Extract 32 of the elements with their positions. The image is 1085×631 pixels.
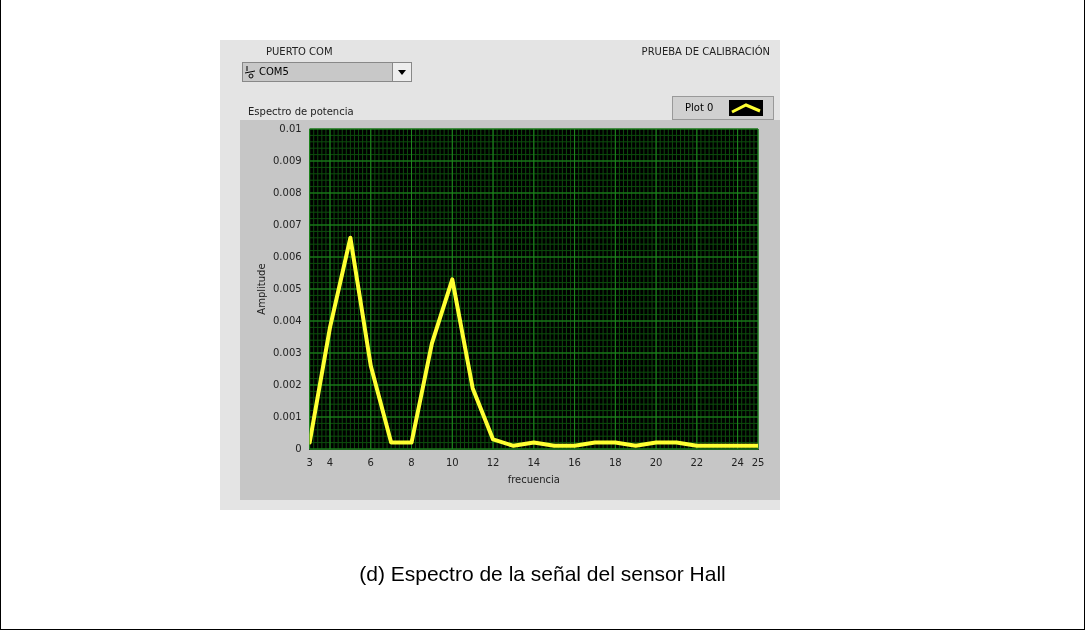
x-tick-label: 18 (608, 456, 622, 468)
y-tick-label: 0.008 (272, 186, 302, 198)
x-tick-label: 3 (306, 456, 313, 468)
y-tick-label: 0.002 (272, 378, 302, 390)
text: PRUEBA DE CALIBRACIÓN (641, 46, 770, 57)
y-tick-label: 0.004 (272, 314, 302, 326)
text: (d) Espectro de la señal del sensor Hall (358, 562, 727, 586)
x-tick-label: 6 (367, 456, 374, 468)
x-tick-label: 25 (751, 456, 765, 468)
y-tick-label: 0.01 (279, 122, 302, 134)
x-tick-label: 14 (527, 456, 541, 468)
x-tick-label: 12 (486, 456, 500, 468)
x-tick-label: 24 (731, 456, 744, 468)
chart-title: Espectro de potencia (248, 106, 354, 117)
y-tick-label: 0.009 (272, 154, 302, 166)
x-tick-label: 4 (326, 456, 334, 468)
y-tick-label: 0.005 (272, 282, 302, 294)
y-tick-label: 0 (295, 442, 302, 454)
text: PUERTO COM (266, 46, 333, 57)
x-tick-label: 8 (408, 456, 415, 468)
x-axis-title: frecuencia (507, 473, 560, 485)
x-tick-label: 10 (445, 456, 459, 468)
y-axis-title: Amplitude (255, 263, 267, 315)
x-tick-label: 16 (568, 456, 581, 468)
x-tick-label: 22 (690, 456, 704, 468)
x-tick-label: 20 (649, 456, 663, 468)
dropdown-field: COM5 (242, 62, 412, 82)
y-tick-label: 0.003 (272, 346, 302, 358)
y-tick-label: 0.001 (272, 410, 302, 422)
y-tick-label: 0.006 (272, 250, 302, 262)
y-tick-label: 0.007 (272, 218, 302, 230)
legend-label: Plot 0 (685, 102, 714, 113)
